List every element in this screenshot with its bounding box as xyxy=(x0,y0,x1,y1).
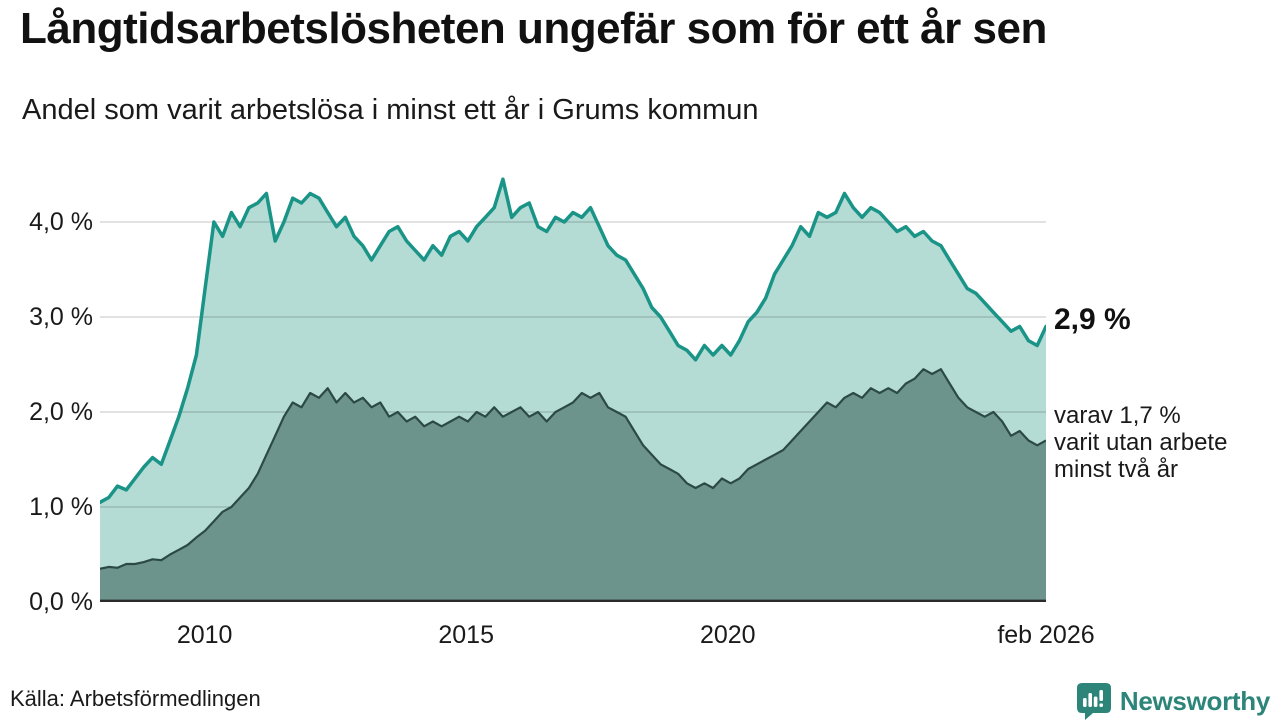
secondary-value-line1: varav 1,7 % xyxy=(1054,402,1181,429)
y-tick-label-0: 0,0 % xyxy=(29,588,93,616)
chart-subtitle: Andel som varit arbetslösa i minst ett å… xyxy=(22,94,759,126)
x-tick-label-2020: 2020 xyxy=(699,621,756,649)
secondary-value-label: varav 1,7 % varit utan arbete minst två … xyxy=(1054,402,1280,483)
newsworthy-logo-text: Newsworthy xyxy=(1119,685,1270,716)
x-tick-label-2015: 2015 xyxy=(438,621,494,649)
area-chart-plot xyxy=(100,165,1046,602)
y-tick-label-4: 4,0 % xyxy=(29,208,93,236)
series-2-area xyxy=(100,369,1046,602)
x-tick-label-2010: 2010 xyxy=(176,621,233,649)
latest-value-label: 2,9 % xyxy=(1054,303,1131,336)
secondary-value-line2: varit utan arbete xyxy=(1054,429,1228,456)
page-title: Långtidsarbetslösheten ungefär som för e… xyxy=(20,4,1047,53)
secondary-value-line3: minst två år xyxy=(1054,456,1179,483)
source-note: Källa: Arbetsförmedlingen xyxy=(10,686,261,711)
series-1-line xyxy=(100,177,1046,505)
newsworthy-branding: Newsworthy xyxy=(1076,682,1270,720)
y-tick-label-1: 1,0 % xyxy=(29,493,93,521)
newsworthy-logo-icon xyxy=(1076,683,1111,720)
series-2-line xyxy=(100,368,1046,570)
y-tick-label-3: 3,0 % xyxy=(29,303,93,331)
x-tick-label-feb-2026: feb 2026 xyxy=(997,621,1095,649)
y-tick-label-2: 2,0 % xyxy=(29,398,93,426)
